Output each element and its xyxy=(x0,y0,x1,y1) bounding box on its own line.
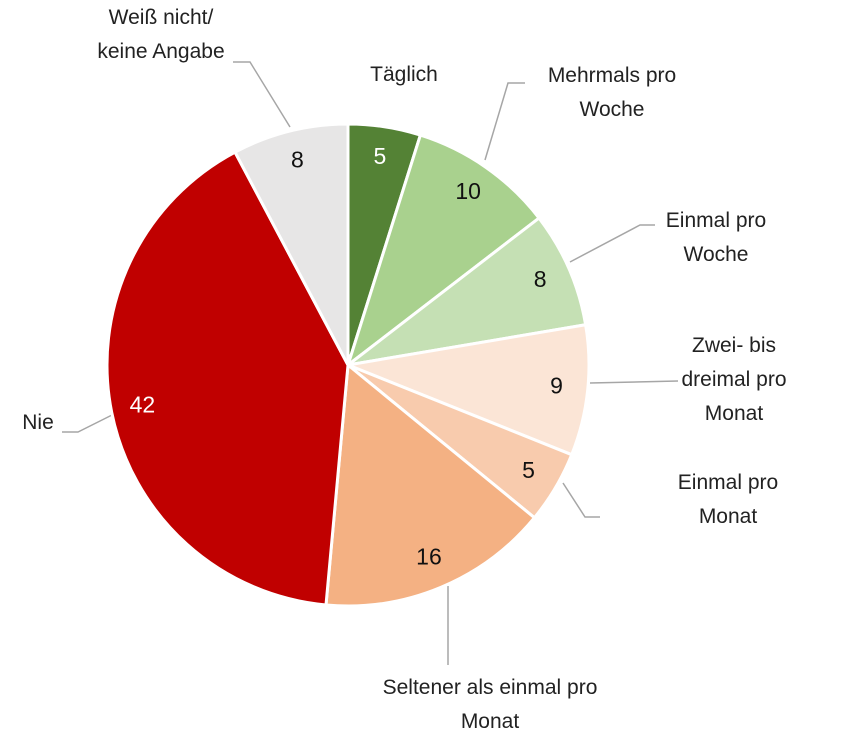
leader-lines xyxy=(62,61,679,665)
leader-line xyxy=(589,380,679,384)
value-label: 10 xyxy=(455,178,481,204)
value-label: 9 xyxy=(550,372,563,398)
leader-line xyxy=(569,224,655,263)
leader-line xyxy=(233,61,291,128)
category-label: Seltener als einmal pro Monat xyxy=(382,676,598,731)
category-label: Einmal pro Woche xyxy=(665,209,767,266)
category-label: Täglich xyxy=(370,63,438,86)
leader-line xyxy=(562,482,600,518)
value-label: 16 xyxy=(416,543,442,569)
pie-slice xyxy=(345,133,542,370)
pie-slice xyxy=(347,215,588,367)
pie-slice xyxy=(105,150,350,607)
category-label: Weiß nicht/ keine Angabe xyxy=(97,6,225,63)
category-label: Mehrmals pro Woche xyxy=(547,64,677,121)
value-label: 8 xyxy=(291,147,304,173)
pie-slice xyxy=(232,122,350,366)
value-label: 42 xyxy=(130,391,156,417)
category-label: Zwei- bis dreimal pro Monat xyxy=(681,334,787,425)
pie-slice xyxy=(324,362,537,608)
leader-line xyxy=(62,414,113,433)
value-label: 5 xyxy=(373,143,386,169)
category-label: Nie xyxy=(22,411,54,434)
category-label: Einmal pro Monat xyxy=(677,471,779,528)
leader-line xyxy=(484,82,525,161)
pie-slice xyxy=(342,323,591,457)
value-label: 5 xyxy=(522,457,535,483)
value-label: 8 xyxy=(534,266,547,292)
